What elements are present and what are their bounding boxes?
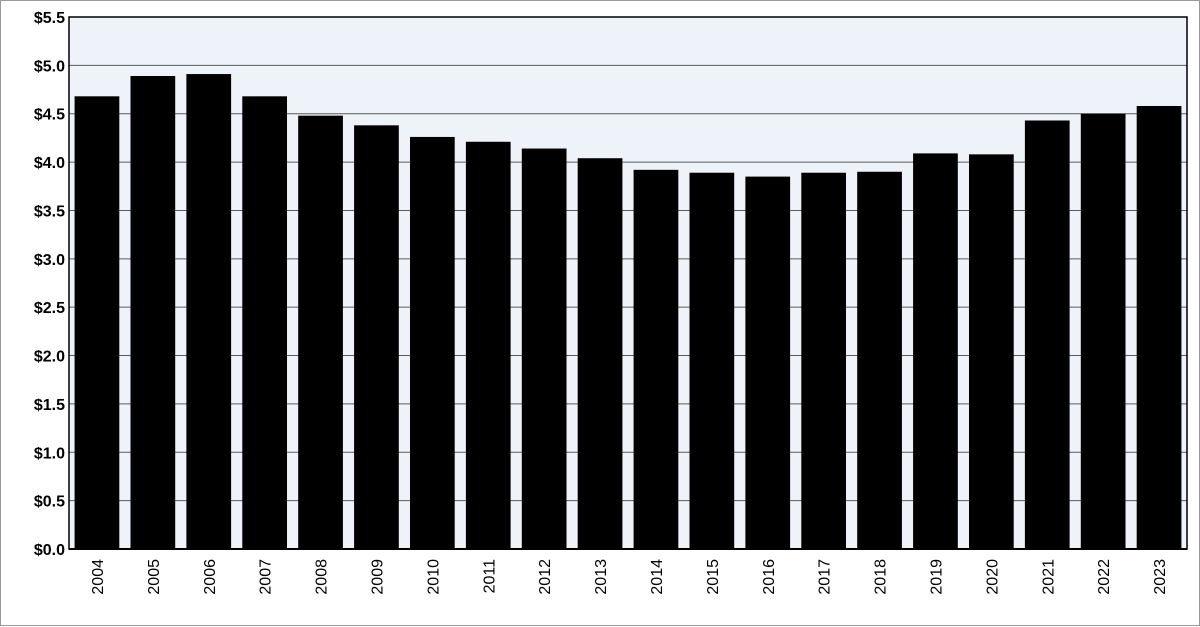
x-tick-labels: 2004 2005 2006 2007 2008 2009 2010 2011 2012 2013…	[90, 559, 1169, 595]
y-tick-label: $3.0	[34, 252, 65, 269]
x-tick-label: 2012	[537, 559, 554, 595]
x-tick-label: 2010	[425, 559, 442, 595]
bar-2014	[633, 169, 679, 549]
x-tick-label: 2008	[314, 559, 331, 595]
bar-2016	[745, 176, 791, 549]
y-tick-label: $1.5	[34, 397, 65, 414]
y-tick-label: $2.5	[34, 300, 65, 317]
bar-2015	[689, 172, 735, 550]
x-tick-label: 2013	[593, 559, 610, 595]
y-tick-label: $3.5	[34, 203, 65, 220]
bar-2008	[298, 115, 343, 550]
x-tick-label: 2019	[928, 559, 945, 595]
x-tick-label: 2021	[1040, 559, 1057, 595]
x-tick-label: 2016	[761, 559, 778, 595]
x-tick-label: 2004	[90, 559, 107, 595]
y-tick-label: $0.5	[34, 494, 65, 511]
bar-2022	[1080, 113, 1126, 550]
y-tick-label: $1.0	[34, 445, 65, 462]
x-tick-label: 2020	[984, 559, 1001, 595]
y-tick-label: $2.0	[34, 349, 65, 366]
y-tick-labels: $0.0 $0.5 $1.0 $1.5 $2.0 $2.5 $3.0 $3.5 $4.0 $4.5…	[34, 10, 65, 559]
bar-2005	[130, 76, 176, 550]
bar-2006	[186, 74, 232, 549]
bars	[74, 74, 1182, 550]
y-tick-label: $4.5	[34, 107, 65, 124]
bar-2004	[74, 96, 120, 550]
x-tick-label: 2018	[873, 559, 890, 595]
bar-2018	[857, 171, 902, 549]
x-tick-label: 2014	[649, 559, 666, 595]
y-tick-label: $0.0	[34, 542, 65, 559]
bar-2021	[1024, 120, 1070, 550]
x-tick-label: 2017	[817, 559, 834, 595]
y-tick-label: $5.0	[34, 58, 65, 75]
y-tick-label: $4.0	[34, 155, 65, 172]
bar-2009	[354, 125, 399, 550]
axes	[68, 16, 1188, 550]
plot-background	[69, 17, 1187, 549]
x-tick-label: 2006	[202, 559, 219, 595]
bar-2019	[913, 153, 958, 550]
bar-2011	[465, 141, 511, 549]
x-tick-label: 2023	[1152, 559, 1169, 595]
bar-2017	[801, 172, 847, 550]
x-tick-label: 2015	[705, 559, 722, 595]
x-tick-label: 2005	[146, 559, 163, 595]
x-tick-label: 2011	[481, 559, 498, 594]
x-tick-label: 2009	[369, 559, 386, 595]
bar-2013	[577, 158, 623, 550]
x-tick-label: 2022	[1096, 559, 1113, 595]
bar-2012	[521, 148, 567, 550]
bar-2007	[242, 96, 288, 550]
bar-2023	[1136, 105, 1182, 550]
bar-2010	[409, 136, 455, 549]
bar-2020	[968, 154, 1014, 549]
x-tick-label: 2007	[258, 559, 275, 595]
y-tick-label: $5.5	[34, 10, 65, 27]
